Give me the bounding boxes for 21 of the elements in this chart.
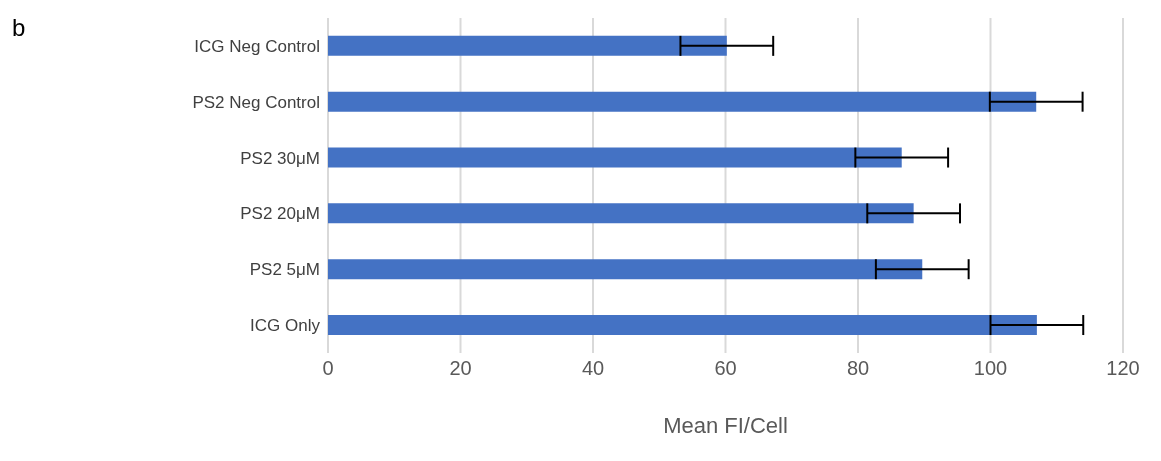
bar — [328, 35, 727, 56]
x-tick-label: 120 — [1106, 357, 1140, 380]
x-tick-label: 100 — [973, 357, 1008, 380]
bar — [328, 315, 1037, 336]
y-tick-label: ICG Neg Control — [194, 36, 320, 56]
x-tick-label: 60 — [714, 357, 737, 380]
text: b — [12, 14, 26, 42]
x-tick-label: 20 — [449, 357, 472, 380]
y-tick-label: PS2 20μM — [240, 204, 320, 224]
bar — [328, 259, 923, 280]
bar — [328, 203, 914, 224]
x-tick-label: 0 — [322, 357, 334, 380]
bar — [328, 91, 1037, 112]
x-tick-label: 80 — [846, 357, 870, 380]
y-tick-label: PS2 Neg Control — [192, 92, 320, 112]
x-tick-label: 40 — [581, 357, 605, 380]
bar — [328, 147, 902, 168]
y-tick-label: PS2 5μM — [249, 260, 320, 280]
x-axis-title: Mean FI/Cell — [663, 413, 788, 438]
y-tick-label: PS2 30μM — [240, 148, 320, 168]
y-tick-label: ICG Only — [250, 316, 321, 336]
